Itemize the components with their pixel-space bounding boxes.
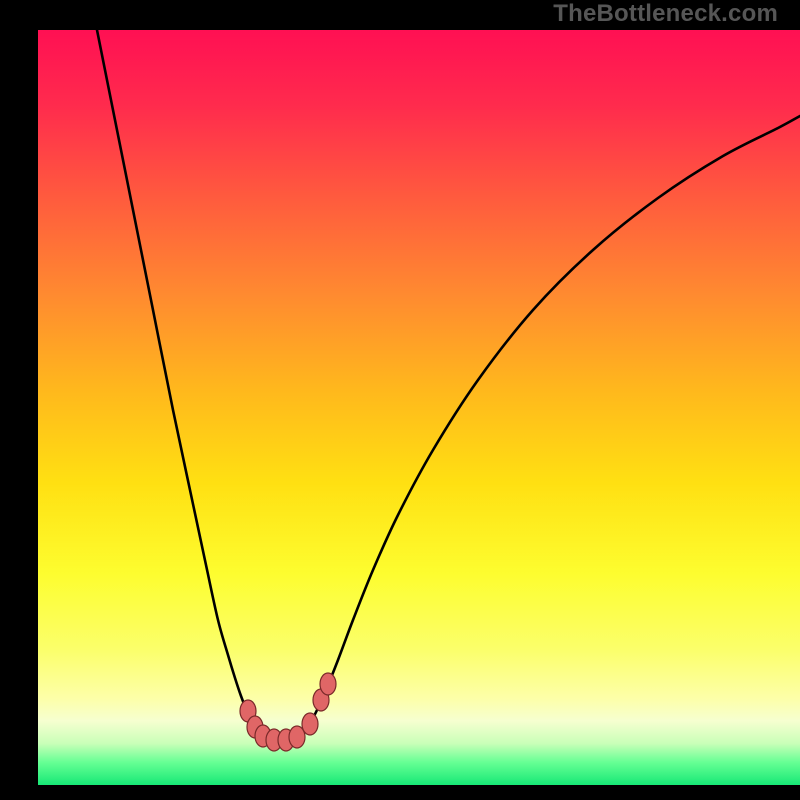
- curve-layer: [38, 30, 800, 785]
- watermark-text: TheBottleneck.com: [553, 0, 778, 28]
- valley-marker: [320, 673, 336, 695]
- valley-marker: [302, 713, 318, 735]
- bottleneck-curve: [97, 30, 800, 740]
- plot-area: [38, 30, 800, 785]
